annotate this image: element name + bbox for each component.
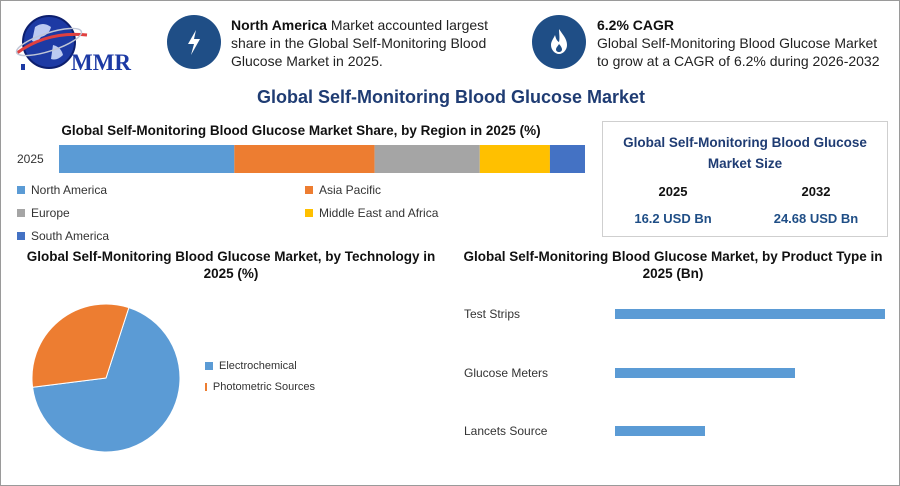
pie-slice-electrochemical [32, 306, 181, 453]
highlight-bold: North America [231, 17, 327, 33]
legend-label: Electrochemical [219, 360, 297, 372]
product-chart-title: Global Self-Monitoring Blood Glucose Mar… [463, 249, 883, 281]
region-bar-segment-europe [374, 145, 480, 173]
legend-label: North America [31, 183, 108, 197]
market-size-value-2025: 16.2 USD Bn [634, 211, 712, 226]
highlight-cagr: 6.2% CAGR Global Self-Monitoring Blood G… [597, 16, 887, 70]
legend-label: Middle East and Africa [319, 206, 439, 220]
product-bar-test-strips [615, 309, 885, 319]
market-size-year-2032: 2032 [801, 184, 831, 199]
product-bar-lancets-source [615, 426, 705, 436]
legend-item-north-america: North America [17, 183, 107, 197]
legend-swatch [305, 186, 313, 194]
legend-label: Asia Pacific [319, 183, 382, 197]
region-bar-segment-middle-east-and-africa [479, 145, 550, 173]
legend-swatch [205, 383, 207, 391]
pie-legend-item-photometric-sources: Photometric Sources [205, 381, 315, 393]
region-bar-segment-asia-pacific [234, 145, 375, 173]
market-size-box: Global Self-Monitoring Blood Glucose Mar… [602, 121, 888, 237]
highlight-bold: 6.2% CAGR [597, 17, 675, 33]
legend-item-middle-east-and-africa: Middle East and Africa [305, 206, 438, 220]
product-category-label-glucose-meters: Glucose Meters [464, 366, 549, 380]
legend-swatch [305, 209, 313, 217]
technology-chart-title: Global Self-Monitoring Blood Glucose Mar… [26, 249, 436, 281]
logo-globe-icon [15, 15, 88, 70]
region-bar-segment-south-america [549, 145, 585, 173]
flame-icon [532, 15, 586, 69]
highlight-north-america: North America Market accounted largest s… [231, 16, 506, 70]
market-size-year-2025: 2025 [658, 184, 688, 199]
legend-item-south-america: South America [17, 229, 109, 243]
pie-legend-item-electrochemical: Electrochemical [205, 360, 315, 372]
legend-label: Europe [31, 206, 70, 220]
main-title: Global Self-Monitoring Blood Glucose Mar… [256, 87, 646, 107]
product-category-label-test-strips: Test Strips [464, 307, 521, 321]
pie-slice-photometric-sources [31, 303, 130, 388]
legend-item-europe: Europe [17, 206, 70, 220]
legend-label: Photometric Sources [212, 381, 315, 393]
product-bar-glucose-meters [615, 368, 795, 378]
legend-swatch [205, 362, 213, 370]
region-stacked-bar [59, 145, 585, 173]
technology-pie [31, 303, 181, 453]
legend-swatch [17, 209, 25, 217]
lightning-icon [167, 15, 221, 69]
product-category-label-lancets-source: Lancets Source [464, 424, 548, 438]
market-size-title: Global Self-Monitoring Blood Glucose Mar… [623, 135, 867, 171]
legend-swatch [17, 232, 25, 240]
highlight-text: Market accounted largest share in the Gl… [231, 17, 489, 69]
legend-item-asia-pacific: Asia Pacific [305, 183, 381, 197]
highlight-text: Global Self-Monitoring Blood Glucose Mar… [597, 35, 880, 69]
logo-text: MMR [71, 50, 132, 75]
region-chart-title: Global Self-Monitoring Blood Glucose Mar… [61, 123, 541, 138]
legend-swatch [17, 186, 25, 194]
market-size-value-2032: 24.68 USD Bn [773, 211, 859, 226]
region-year-label: 2025 [17, 152, 44, 166]
region-bar-segment-north-america [59, 145, 235, 173]
legend-label: South America [31, 229, 110, 243]
